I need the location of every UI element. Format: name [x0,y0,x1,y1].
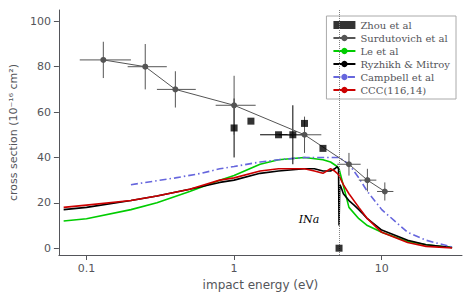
svg-text:20: 20 [37,196,51,209]
svg-text:100: 100 [30,15,51,28]
svg-text:0: 0 [44,242,51,255]
svg-text:cross section (10⁻¹⁶ cm²): cross section (10⁻¹⁶ cm²) [7,64,20,201]
svg-text:80: 80 [37,60,51,73]
svg-text:CCC(116,14): CCC(116,14) [360,85,426,96]
svg-text:0.1: 0.1 [78,262,96,275]
svg-text:INa: INa [298,213,320,226]
svg-text:Ryzhikh & Mitroy: Ryzhikh & Mitroy [360,59,450,70]
svg-text:40: 40 [37,151,51,164]
svg-text:1: 1 [231,262,238,275]
svg-text:Surdutovich et al: Surdutovich et al [360,33,447,44]
svg-text:10: 10 [375,262,389,275]
svg-text:Campbell et al: Campbell et al [360,72,434,83]
svg-text:60: 60 [37,106,51,119]
svg-text:Le et al: Le et al [360,46,398,57]
svg-text:impact energy (eV): impact energy (eV) [203,278,319,292]
svg-text:Zhou et al: Zhou et al [360,20,411,31]
